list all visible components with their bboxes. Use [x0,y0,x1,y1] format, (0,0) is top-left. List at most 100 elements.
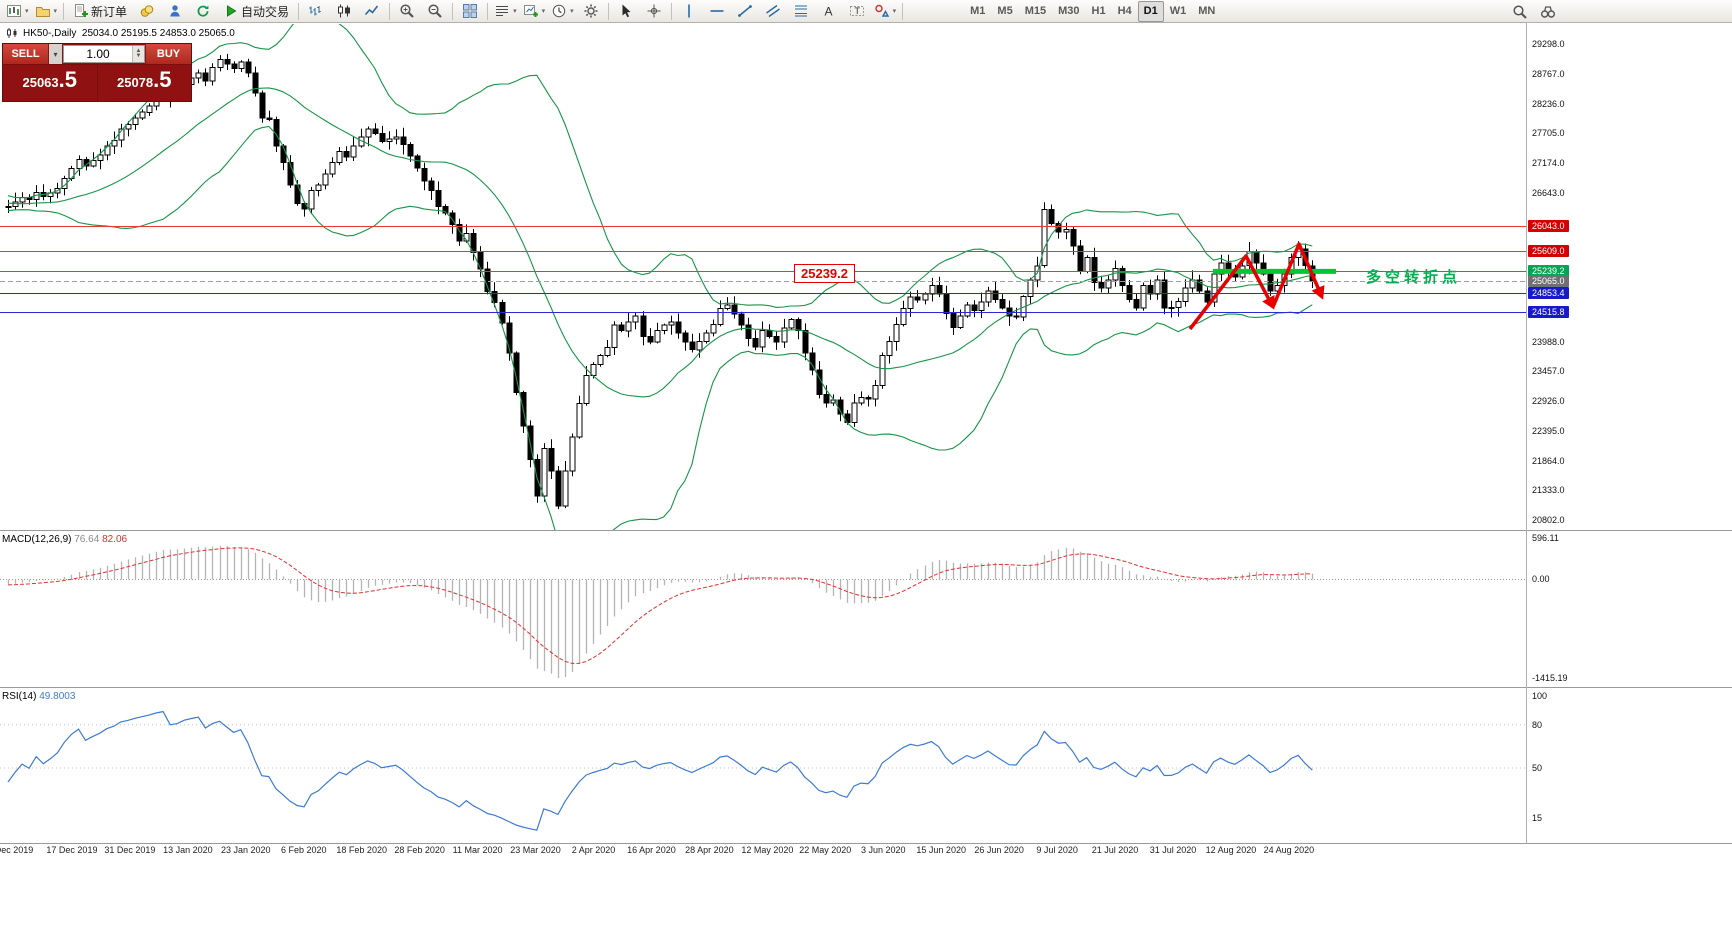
zoom-out-icon [428,4,442,18]
search-icon [1513,5,1527,19]
buy-price-button[interactable]: 25078.5 [96,65,191,101]
chevron-down-icon: ▾ [53,49,58,59]
add-indicator-button[interactable]: ▾ [520,0,549,22]
date-label: 3 Jun 2020 [860,845,906,855]
date-label: 9 Jul 2020 [1036,845,1078,855]
sell-button[interactable]: SELL [3,44,48,64]
price-badge: 25239.2 [1528,265,1569,278]
candles-icon [338,4,351,18]
date-label: 28 Apr 2020 [685,845,734,855]
price-pane [5,24,1316,530]
buy-button[interactable]: BUY [146,44,191,64]
tile-windows-button[interactable] [456,0,484,22]
toolbar-separator [902,2,904,20]
date-label: 16 Apr 2020 [627,845,676,855]
trend-arrows[interactable] [1188,242,1325,331]
price-scale[interactable]: 29298.0 28767.0 28236.0 27705.0 27174.0 26643… [1526,0,1732,945]
indicator-list-button[interactable]: ▾ [491,0,520,22]
play-icon [227,5,237,17]
profiles-button[interactable]: ▾ [32,0,61,22]
date-label: 24 Aug 2020 [1263,845,1315,855]
person-icon [170,5,180,17]
rsi-label: RSI(14) 49.8003 [2,691,75,702]
sell-price-button[interactable]: 25063.5 [3,65,97,101]
rsi-pane [0,710,1526,831]
main-toolbar: ▾ ▾ 新订单 自动交易 ▾ ▾ ▾ A T ▾ M1 M5 M15 M30 H1 H4 D1 W1 MN [0,0,1732,23]
crosshair-button[interactable] [640,0,668,22]
hline-icon [710,10,724,12]
timeframe-m1[interactable]: M1 [970,5,986,17]
linechart-icon [364,5,379,16]
timeframe-h1[interactable]: H1 [1091,5,1106,17]
toolbar-separator [63,2,65,20]
clock-icon [552,4,566,18]
scale-label: 27174.0 [1532,158,1565,168]
timeframe-w1[interactable]: W1 [1169,5,1187,17]
text-label-button[interactable]: T [843,0,871,22]
community-button[interactable] [161,0,189,22]
timeframes-button[interactable]: ▾ [548,0,577,22]
buy-price-big: .5 [153,67,172,92]
symbol-search-button[interactable] [1534,1,1562,23]
toolbar-right-group [1506,1,1562,23]
new-order-button[interactable]: 新订单 [67,0,133,22]
line-chart-button[interactable] [358,0,386,22]
volume-spinner[interactable]: ▲ ▼ [132,46,144,62]
bars-icon [309,6,321,16]
scale-label: 15 [1532,813,1543,824]
scale-label: 28236.0 [1532,98,1565,109]
refresh-button[interactable] [189,0,217,22]
auto-trading-button[interactable]: 自动交易 [217,0,295,22]
candlestick-chart-button[interactable] [330,0,358,22]
equidistant-channel-button[interactable] [759,0,787,22]
rsi-value: 49.8003 [39,691,76,702]
timeframe-mn[interactable]: MN [1198,5,1216,17]
volume-input[interactable] [64,46,132,62]
macd-signal-line [7,547,1313,664]
turning-point-note[interactable]: 多空转折点 [1366,269,1462,286]
list-icon [496,6,509,16]
fibonacci-button[interactable] [787,0,815,22]
date-label: 31 Jul 2020 [1149,845,1197,855]
new-chart-button[interactable]: ▾ [3,0,32,22]
trendline-button[interactable] [731,0,759,22]
date-label: 12 Aug 2020 [1205,845,1257,855]
search-button[interactable] [1506,1,1534,23]
timeframe-m15[interactable]: M15 [1024,5,1047,17]
history-center-button[interactable] [133,0,161,22]
bar-chart-button[interactable] [302,0,330,22]
zoom-in-button[interactable] [393,0,421,22]
chart-properties-button[interactable] [577,0,605,22]
cursor-button[interactable] [612,0,640,22]
toolbar-separator [670,2,672,20]
scale-label: 100 [1532,691,1548,701]
bollinger-band [7,87,1313,398]
cursor-icon [622,4,631,18]
date-label: 6 Feb 2020 [280,845,327,855]
toolbar-separator [487,2,489,20]
timeframe-h4[interactable]: H4 [1117,5,1132,17]
binocs-icon [1540,6,1556,18]
chart-icon [7,28,17,38]
price-annotation-label[interactable]: 25239.2 [794,264,855,283]
text-button[interactable]: A [815,0,843,22]
scale-label: 21864.0 [1532,455,1565,466]
timeframe-m30[interactable]: M30 [1058,5,1080,17]
date-label: 28 Feb 2020 [394,845,445,855]
trendline-icon [737,5,752,17]
symbol-ohlc-text: HK50-,Daily 25034.0 25195.5 24853.0 2506… [23,27,235,39]
order-type-dropdown[interactable]: ▾ [48,44,62,64]
macd-main-value: 76.64 [74,534,100,545]
new-order-icon [75,4,89,17]
date-label: 13 Jan 2020 [163,845,213,855]
time-axis[interactable]: Dec 2019 17 Dec 2019 31 Dec 2019 13 Jan 202… [0,845,1732,858]
horizontal-line-button[interactable] [703,0,731,22]
timeframe-d1[interactable]: D1 [1137,0,1164,22]
date-label: 23 Mar 2020 [510,845,561,855]
arrow-tools-button[interactable]: ▾ [871,0,900,22]
zoom-out-button[interactable] [421,0,449,22]
vertical-line-button[interactable] [675,0,703,22]
channel-icon [765,4,780,18]
timeframe-m5[interactable]: M5 [997,5,1013,17]
